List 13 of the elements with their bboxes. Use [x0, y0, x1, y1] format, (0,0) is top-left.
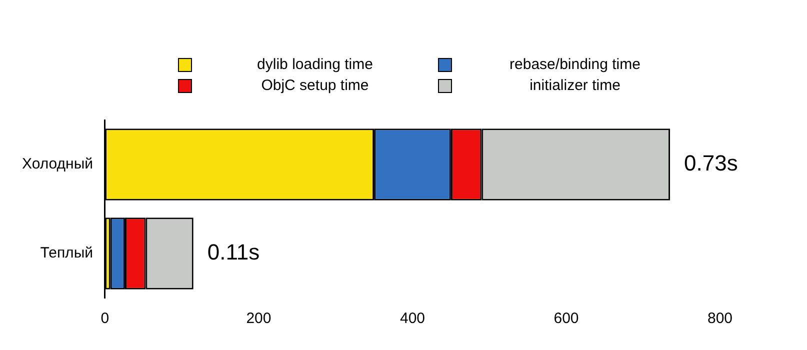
x-tick-label: 200: [246, 310, 272, 328]
text: initializer time: [528, 77, 622, 94]
x-tick-label: 800: [707, 310, 733, 328]
x-tick-label: 600: [554, 310, 579, 328]
y-tick-label: Теплый: [40, 244, 93, 262]
annotation: 0.11s: [207, 240, 260, 265]
text: rebase/binding time: [508, 56, 642, 73]
x-tick-label: 400: [400, 310, 426, 328]
y-tick-label: Холодный: [22, 156, 93, 173]
text: ObjC setup time: [260, 77, 370, 94]
annotation: 0.73s: [684, 150, 738, 176]
text: dylib loading time: [256, 56, 374, 73]
x-tick-label: 0: [100, 310, 110, 328]
